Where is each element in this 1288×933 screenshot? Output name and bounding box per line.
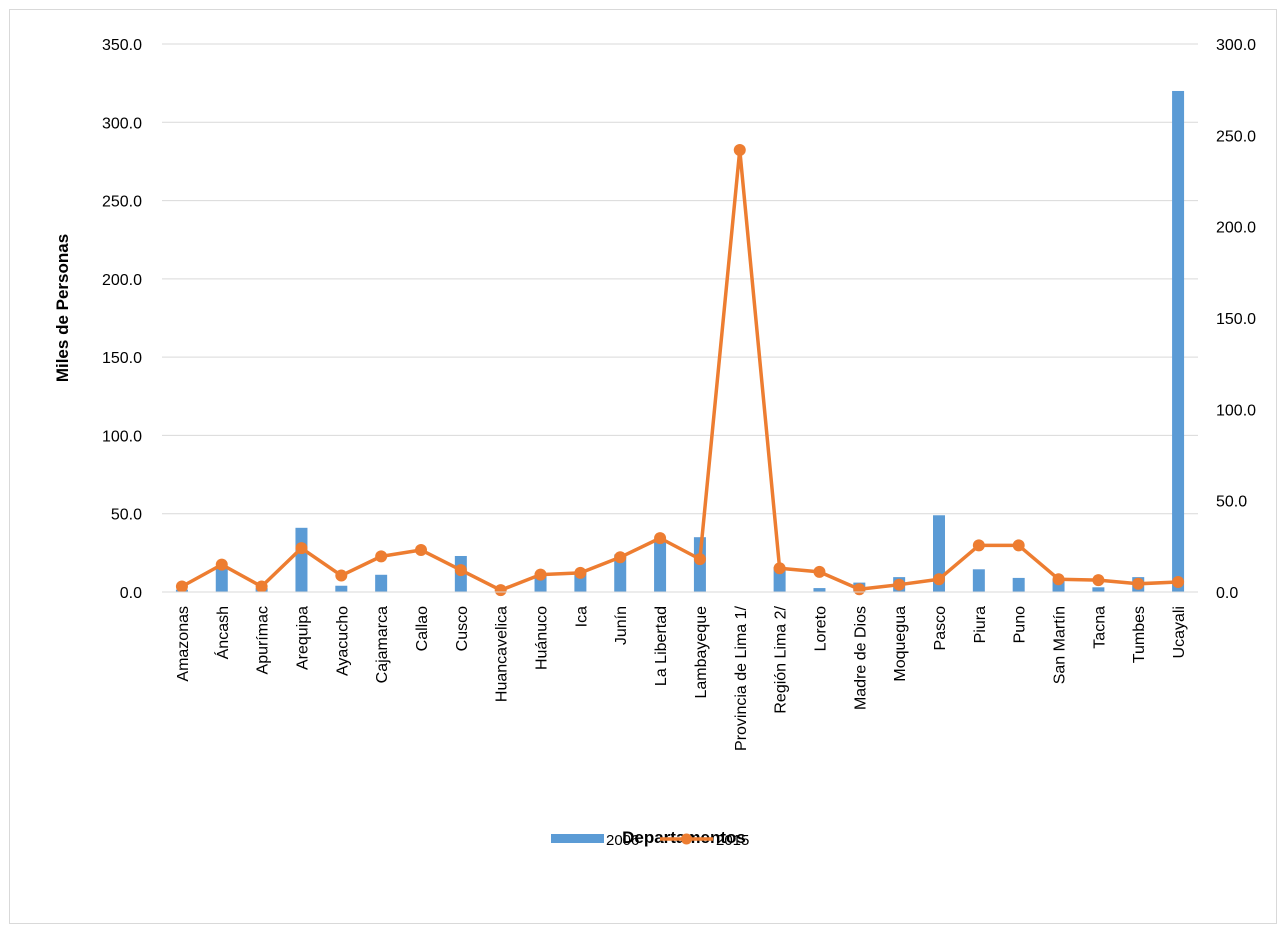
x-tick-label: Lambayeque <box>693 606 710 699</box>
point-2015 <box>375 550 388 563</box>
y2-tick-label: 300.0 <box>1216 37 1256 54</box>
point-2015 <box>654 532 667 545</box>
point-2015 <box>893 578 906 591</box>
point-2015 <box>813 565 826 578</box>
legend: 2006 2015 <box>551 832 749 849</box>
y2-tick-label: 200.0 <box>1216 220 1256 237</box>
point-2015 <box>1132 577 1145 590</box>
x-tick-label: San Martín <box>1052 606 1069 684</box>
point-2015 <box>853 583 866 596</box>
line-2015-path <box>181 148 1179 592</box>
x-tick-label: Ucayali <box>1171 606 1188 658</box>
point-2015 <box>933 573 945 586</box>
legend-swatch-2015-marker <box>681 833 692 845</box>
y-tick-label: 100.0 <box>102 428 142 445</box>
x-tick-label: Ica <box>573 606 590 627</box>
point-2015 <box>255 580 268 593</box>
legend-label-2015: 2015 <box>716 832 749 849</box>
y2-tick-label: 250.0 <box>1216 128 1256 145</box>
x-tick-label: Apurímac <box>255 606 272 674</box>
bar-2006 <box>1012 577 1025 592</box>
y-axis-title: Miles de Personas <box>53 234 72 382</box>
x-tick-label: Provincia de Lima 1/ <box>733 605 750 751</box>
point-2015 <box>1012 539 1025 552</box>
x-tick-label: Cajamarca <box>374 606 391 683</box>
bar-2006 <box>654 538 667 592</box>
bar-2006 <box>813 588 826 592</box>
point-2015 <box>215 558 228 571</box>
x-tick-label: Loreto <box>812 606 829 651</box>
bar-2006 <box>614 554 627 592</box>
x-tick-label: Arequipa <box>294 606 311 670</box>
point-2015 <box>1172 575 1185 588</box>
x-tick-label: La Libertad <box>653 606 670 686</box>
bar-2006 <box>1172 90 1185 592</box>
point-2015 <box>614 551 627 564</box>
bar-2006 <box>375 574 388 592</box>
x-tick-label: Cusco <box>454 606 471 651</box>
point-2015 <box>175 580 188 593</box>
x-tick-label: Moquegua <box>892 606 909 682</box>
x-tick-label: Puno <box>1012 606 1029 643</box>
point-2015 <box>972 539 985 552</box>
point-2015 <box>773 562 786 575</box>
point-2015 <box>693 553 706 566</box>
gridlines <box>162 43 1198 593</box>
y-tick-label: 50.0 <box>111 507 142 524</box>
legend-swatch-2006 <box>551 834 604 843</box>
x-tick-label: Ayacucho <box>334 606 351 676</box>
y-axis-right: 0.0 50.0 100.0 150.0 200.0 250.0 300.0 <box>1216 37 1256 602</box>
point-2015 <box>295 542 308 555</box>
y-tick-label: 300.0 <box>102 115 142 132</box>
bar-2006 <box>295 527 308 592</box>
x-tick-label: Región Lima 2/ <box>773 605 790 713</box>
point-2015 <box>1092 574 1105 587</box>
point-2015 <box>335 569 348 582</box>
y2-tick-label: 100.0 <box>1216 402 1256 419</box>
bar-2006 <box>335 585 348 592</box>
x-axis: Amazonas Áncash Apurímac Arequipa Ayacucho Ca… <box>162 591 1198 751</box>
y-tick-label: 0.0 <box>120 585 142 602</box>
y2-tick-label: 0.0 <box>1216 585 1238 602</box>
bars-2006 <box>175 90 1185 592</box>
x-tick-label: Huancavelica <box>494 606 511 702</box>
x-tick-label: Pasco <box>932 606 949 651</box>
point-2015 <box>454 564 467 577</box>
bar-2006 <box>972 569 985 592</box>
x-tick-label: Junín <box>613 606 630 645</box>
y2-tick-label: 50.0 <box>1216 494 1247 511</box>
chart-frame: 0.0 50.0 100.0 150.0 200.0 250.0 300.0 350.0 0.… <box>9 9 1277 924</box>
x-tick-label: Tumbes <box>1131 606 1148 663</box>
y2-tick-label: 150.0 <box>1216 311 1256 328</box>
y-axis-left: 0.0 50.0 100.0 150.0 200.0 250.0 300.0 350.0 <box>102 37 142 602</box>
point-2015 <box>534 568 547 581</box>
y-tick-label: 150.0 <box>102 350 142 367</box>
bar-2006 <box>215 566 228 592</box>
line-2015 <box>175 143 1185 597</box>
x-tick-label: Áncash <box>213 606 232 659</box>
legend-label-2006: 2006 <box>606 832 639 849</box>
y-tick-label: 200.0 <box>102 272 142 289</box>
y-tick-label: 350.0 <box>102 37 142 54</box>
x-tick-label: Piura <box>972 606 989 643</box>
point-2015 <box>415 543 427 556</box>
point-2015 <box>574 566 587 579</box>
x-tick-label: Amazonas <box>175 606 192 682</box>
point-2015 <box>1052 573 1065 586</box>
x-tick-label: Tacna <box>1091 606 1108 649</box>
point-2015 <box>733 143 746 156</box>
x-tick-label: Madre de Dios <box>852 606 869 710</box>
x-tick-label: Huánuco <box>534 606 551 670</box>
point-2015 <box>494 584 507 597</box>
bar-2006 <box>933 515 945 592</box>
y-tick-label: 250.0 <box>102 194 142 211</box>
bar-2006 <box>1092 587 1105 592</box>
combo-chart: 0.0 50.0 100.0 150.0 200.0 250.0 300.0 350.0 0.… <box>53 37 1256 849</box>
x-tick-label: Callao <box>414 606 431 651</box>
